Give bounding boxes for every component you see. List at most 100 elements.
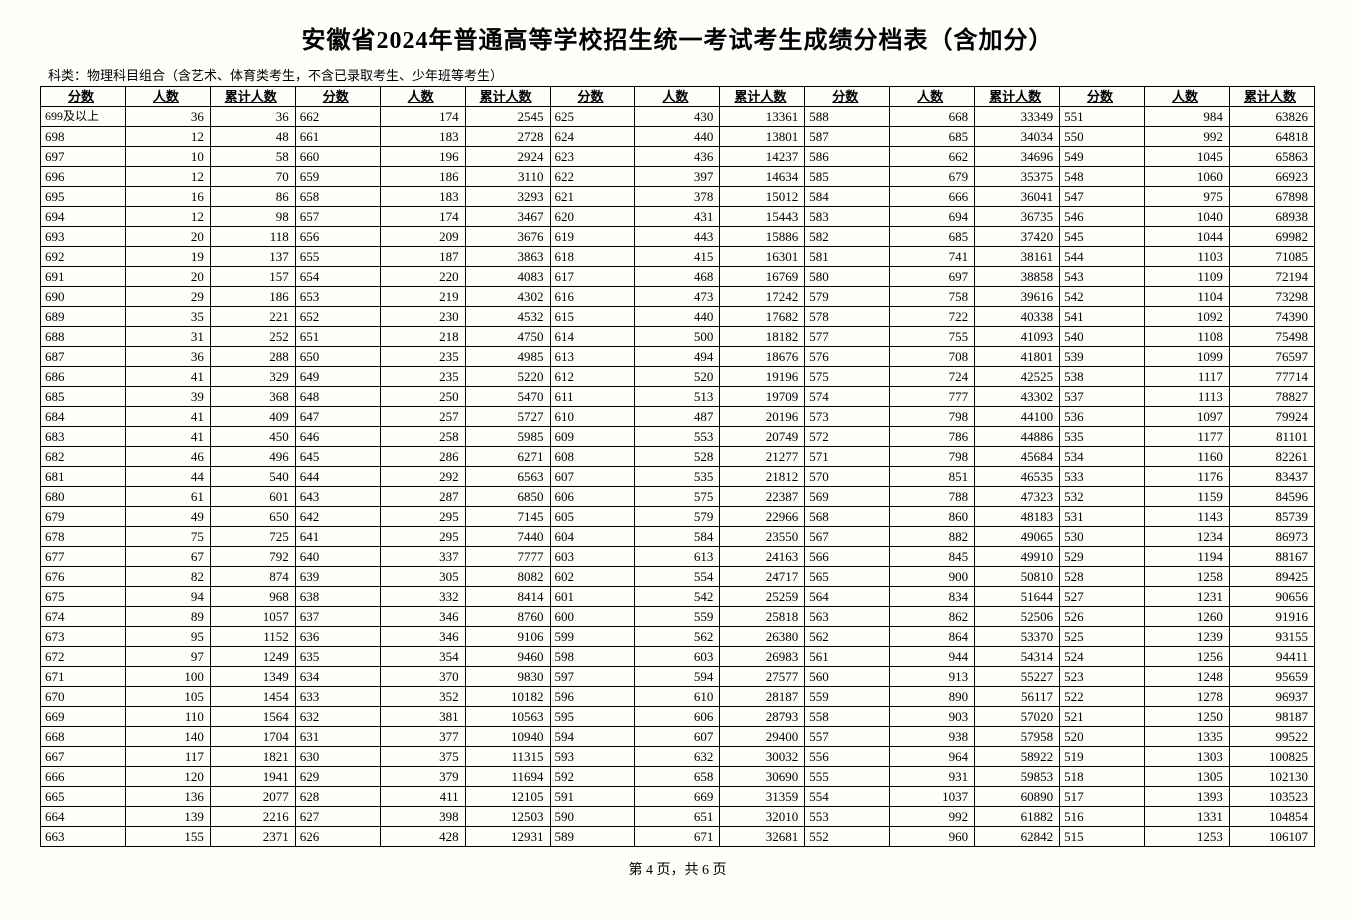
table-cell: 1393 (1144, 787, 1229, 807)
table-cell: 57958 (975, 727, 1060, 747)
table-cell: 1239 (1144, 627, 1229, 647)
table-cell: 608 (550, 447, 635, 467)
table-cell: 593 (550, 747, 635, 767)
table-cell: 864 (890, 627, 975, 647)
table-cell: 984 (1144, 107, 1229, 127)
table-cell: 381 (380, 707, 465, 727)
table-cell: 2728 (465, 127, 550, 147)
table-cell: 686 (41, 367, 126, 387)
table-cell: 49065 (975, 527, 1060, 547)
table-cell: 594 (550, 727, 635, 747)
table-cell: 1258 (1144, 567, 1229, 587)
table-cell: 625 (550, 107, 635, 127)
table-cell: 596 (550, 687, 635, 707)
table-cell: 17242 (720, 287, 805, 307)
table-cell: 562 (635, 627, 720, 647)
table-cell: 13361 (720, 107, 805, 127)
table-cell: 4083 (465, 267, 550, 287)
table-cell: 32010 (720, 807, 805, 827)
table-row: 6768287463930580826025542471756590050810… (41, 567, 1315, 587)
table-cell: 415 (635, 247, 720, 267)
table-row: 6661201941629379116945926583069055593159… (41, 767, 1315, 787)
table-cell: 583 (805, 207, 890, 227)
table-cell: 431 (635, 207, 720, 227)
table-row: 6912015765422040836174681676958069738858… (41, 267, 1315, 287)
table-cell: 651 (635, 807, 720, 827)
table-cell: 5985 (465, 427, 550, 447)
table-cell: 67898 (1229, 187, 1314, 207)
table-cell: 656 (295, 227, 380, 247)
table-cell: 604 (550, 527, 635, 547)
table-cell: 533 (1060, 467, 1145, 487)
table-cell: 4985 (465, 347, 550, 367)
table-cell: 607 (635, 727, 720, 747)
col-header: 人数 (380, 87, 465, 107)
table-cell: 637 (295, 607, 380, 627)
table-cell: 685 (890, 227, 975, 247)
table-cell: 35 (125, 307, 210, 327)
table-cell: 594 (635, 667, 720, 687)
table-cell: 9106 (465, 627, 550, 647)
table-cell: 428 (380, 827, 465, 847)
table-cell: 558 (805, 707, 890, 727)
table-cell: 41 (125, 407, 210, 427)
table-cell: 60890 (975, 787, 1060, 807)
col-header: 分数 (41, 87, 126, 107)
table-cell: 1278 (1144, 687, 1229, 707)
table-cell: 657 (295, 207, 380, 227)
table-cell: 487 (635, 407, 720, 427)
table-cell: 93155 (1229, 627, 1314, 647)
table-cell: 724 (890, 367, 975, 387)
table-cell: 544 (1060, 247, 1145, 267)
table-row: 6893522165223045326154401768257872240338… (41, 307, 1315, 327)
table-cell: 1821 (210, 747, 295, 767)
table-cell: 186 (210, 287, 295, 307)
table-cell: 174 (380, 207, 465, 227)
table-cell: 611 (550, 387, 635, 407)
table-cell: 36041 (975, 187, 1060, 207)
table-cell: 1176 (1144, 467, 1229, 487)
table-cell: 589 (550, 827, 635, 847)
table-row: 6631552371626428129315896713268155296062… (41, 827, 1315, 847)
table-cell: 687 (41, 347, 126, 367)
table-cell: 71085 (1229, 247, 1314, 267)
table-cell: 642 (295, 507, 380, 527)
table-cell: 629 (295, 767, 380, 787)
table-cell: 525 (1060, 627, 1145, 647)
table-cell: 636 (295, 627, 380, 647)
table-cell: 584 (805, 187, 890, 207)
table-cell: 557 (805, 727, 890, 747)
table-cell: 882 (890, 527, 975, 547)
table-cell: 616 (550, 287, 635, 307)
table-cell: 931 (890, 767, 975, 787)
table-cell: 34696 (975, 147, 1060, 167)
table-cell: 682 (41, 447, 126, 467)
table-cell: 524 (1060, 647, 1145, 667)
table-cell: 692 (41, 247, 126, 267)
table-cell: 547 (1060, 187, 1145, 207)
table-cell: 690 (41, 287, 126, 307)
table-cell: 440 (635, 127, 720, 147)
table-cell: 49910 (975, 547, 1060, 567)
table-cell: 585 (805, 167, 890, 187)
table-cell: 230 (380, 307, 465, 327)
table-cell: 37420 (975, 227, 1060, 247)
table-cell: 500 (635, 327, 720, 347)
table-cell: 95659 (1229, 667, 1314, 687)
table-cell: 587 (805, 127, 890, 147)
table-cell: 105 (125, 687, 210, 707)
table-cell: 103523 (1229, 787, 1314, 807)
table-cell: 671 (41, 667, 126, 687)
table-cell: 695 (41, 187, 126, 207)
table-cell: 45684 (975, 447, 1060, 467)
table-cell: 900 (890, 567, 975, 587)
table-cell: 43302 (975, 387, 1060, 407)
table-cell: 581 (805, 247, 890, 267)
col-header: 分数 (550, 87, 635, 107)
table-cell: 603 (635, 647, 720, 667)
table-cell: 5220 (465, 367, 550, 387)
table-cell: 913 (890, 667, 975, 687)
table-cell: 94411 (1229, 647, 1314, 667)
table-cell: 110 (125, 707, 210, 727)
table-cell: 607 (550, 467, 635, 487)
